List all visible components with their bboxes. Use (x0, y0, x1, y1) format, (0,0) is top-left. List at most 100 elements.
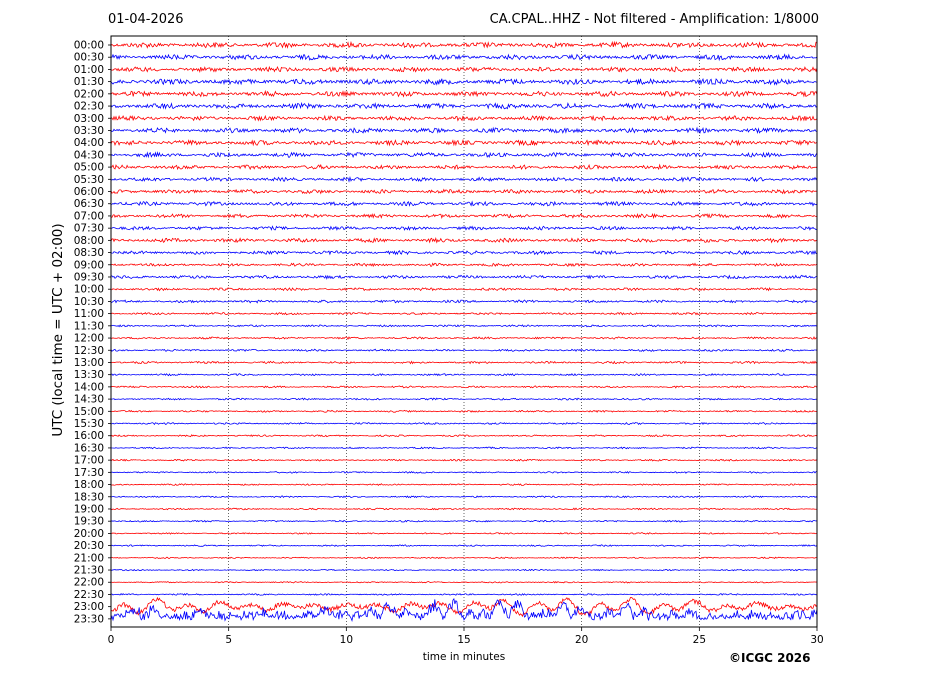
y-tick-label: 14:30 (74, 394, 104, 406)
y-tick-label: 15:00 (74, 406, 104, 418)
y-tick-label: 01:00 (74, 64, 104, 76)
x-tick-label: 0 (108, 634, 115, 646)
trace-0030 (110, 53, 818, 62)
trace-0500 (110, 163, 818, 171)
trace-0430 (110, 151, 818, 159)
y-tick-label: 05:00 (74, 162, 104, 174)
trace-0230 (110, 101, 818, 111)
y-tick-label: 06:00 (74, 186, 104, 198)
x-tick-label: 30 (810, 634, 823, 646)
y-tick-label: 21:00 (74, 552, 104, 564)
trace-2200 (110, 580, 818, 584)
y-tick-label: 07:30 (74, 223, 104, 235)
y-tick-label: 17:00 (74, 455, 104, 467)
trace-0630 (110, 200, 818, 207)
x-tick-label: 20 (575, 634, 588, 646)
trace-1400 (110, 385, 818, 389)
y-tick-label: 11:00 (74, 308, 104, 320)
trace-0730 (110, 225, 818, 231)
trace-1800 (110, 483, 818, 486)
y-tick-label: 02:00 (74, 88, 104, 100)
trace-1500 (110, 409, 818, 413)
trace-0530 (110, 175, 818, 183)
y-tick-label: 19:00 (74, 503, 104, 515)
y-tick-label: 10:00 (74, 284, 104, 296)
trace-2230 (110, 593, 818, 596)
trace-1230 (110, 348, 818, 352)
trace-1630 (110, 446, 818, 450)
trace-0700 (110, 212, 818, 220)
y-tick-label: 11:30 (74, 320, 104, 332)
trace-0130 (110, 77, 818, 86)
y-tick-label: 14:00 (74, 381, 104, 393)
x-tick-label: 25 (693, 634, 706, 646)
y-tick-label: 17:30 (74, 467, 104, 479)
trace-0330 (110, 126, 818, 135)
trace-1700 (110, 458, 818, 462)
trace-0830 (110, 249, 818, 256)
y-tick-label: 13:30 (74, 369, 104, 381)
y-tick-label: 15:30 (74, 418, 104, 430)
trace-1200 (110, 336, 818, 340)
x-tick-label: 10 (340, 634, 353, 646)
trace-0800 (110, 237, 818, 244)
y-tick-label: 08:30 (74, 247, 104, 259)
y-tick-label: 00:00 (74, 40, 104, 52)
y-tick-label: 20:30 (74, 540, 104, 552)
x-tick-label: 5 (225, 634, 232, 646)
trace-1300 (110, 360, 818, 365)
x-tick-label: 15 (457, 634, 470, 646)
y-tick-label: 12:30 (74, 345, 104, 357)
x-axis-label: time in minutes (422, 651, 506, 663)
trace-0100 (110, 65, 818, 74)
trace-1030 (110, 299, 818, 304)
y-tick-label: 13:00 (74, 357, 104, 369)
trace-1830 (110, 495, 818, 499)
trace-2100 (110, 556, 818, 559)
copyright-label: ©ICGC 2026 (729, 651, 811, 665)
y-tick-label: 12:00 (74, 333, 104, 345)
trace-1000 (110, 287, 818, 292)
trace-1130 (110, 324, 818, 328)
y-tick-label: 21:30 (74, 565, 104, 577)
y-tick-label: 09:00 (74, 259, 104, 271)
trace-0000 (110, 40, 818, 49)
y-tick-label: 04:30 (74, 149, 104, 161)
y-tick-label: 03:30 (74, 125, 104, 137)
y-tick-label: 22:00 (74, 577, 104, 589)
y-tick-label: 20:00 (74, 528, 104, 540)
y-tick-label: 22:30 (74, 589, 104, 601)
y-tick-label: 18:30 (74, 491, 104, 503)
trace-2130 (110, 568, 818, 572)
trace-0900 (110, 262, 818, 268)
trace-0300 (110, 114, 818, 122)
trace-1600 (110, 434, 818, 438)
trace-1930 (110, 519, 818, 523)
y-tick-label: 23:30 (74, 613, 104, 625)
trace-2330 (110, 597, 818, 622)
trace-1330 (110, 373, 818, 377)
y-tick-label: 18:00 (74, 479, 104, 491)
trace-1530 (110, 422, 818, 426)
trace-0400 (110, 138, 818, 147)
y-tick-label: 09:30 (74, 271, 104, 283)
trace-1730 (110, 470, 818, 474)
y-tick-label: 16:30 (74, 442, 104, 454)
y-tick-label: 06:30 (74, 198, 104, 210)
trace-0930 (110, 274, 818, 280)
y-tick-label: 01:30 (74, 76, 104, 88)
date-label: 01-04-2026 (108, 12, 184, 27)
y-tick-label: 07:00 (74, 210, 104, 222)
trace-0600 (110, 188, 818, 195)
y-tick-label: 03:00 (74, 113, 104, 125)
y-tick-label: 04:00 (74, 137, 104, 149)
y-tick-label: 19:30 (74, 516, 104, 528)
trace-2030 (110, 544, 818, 547)
trace-0200 (110, 89, 818, 98)
trace-2000 (110, 532, 818, 535)
y-tick-label: 23:00 (74, 601, 104, 613)
trace-2300 (110, 596, 818, 618)
trace-1430 (110, 397, 818, 401)
trace-1900 (110, 507, 818, 511)
